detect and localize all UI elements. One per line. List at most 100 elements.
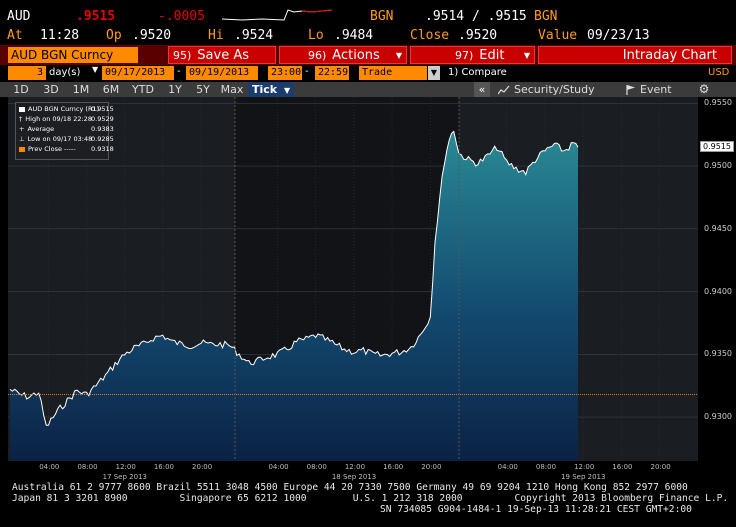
currency-label: USD bbox=[708, 67, 730, 78]
legend-prev-label: Prev Close ----- bbox=[28, 145, 76, 153]
collapse-button[interactable]: « bbox=[474, 82, 490, 97]
range-toolbar: 1D 3D 1M 6M YTD 1Y 5Y Max Tick ▼ « Security/Stu… bbox=[0, 82, 736, 97]
actions-dropdown-icon: ▼ bbox=[395, 51, 402, 60]
range-button-6m[interactable]: 6M bbox=[102, 83, 120, 96]
event-label: Event bbox=[640, 83, 672, 96]
time-separator: - bbox=[305, 66, 309, 77]
x-tick-label: 08:00 bbox=[535, 463, 557, 471]
x-tick-label: 04:00 bbox=[497, 463, 518, 471]
start-time-field[interactable]: 23:00 bbox=[268, 66, 302, 80]
edit-label: Edit bbox=[479, 48, 505, 63]
range-button-1y[interactable]: 1Y bbox=[168, 83, 182, 96]
save-as-label: Save As bbox=[197, 48, 250, 63]
x-day-label: 17 Sep 2013 bbox=[102, 473, 147, 481]
at-label: At bbox=[7, 28, 23, 43]
range-button-ytd[interactable]: YTD bbox=[132, 83, 154, 96]
legend-high-value: 0.9529 bbox=[91, 115, 114, 123]
high-marker-icon: † bbox=[19, 115, 23, 123]
market-dropdown-icon[interactable]: ▼ bbox=[428, 66, 440, 80]
price-line bbox=[9, 130, 579, 426]
x-tick-label: 16:00 bbox=[383, 463, 404, 471]
settings-gear-icon[interactable]: ⚙ bbox=[698, 82, 710, 96]
security-label: AUD bbox=[7, 9, 31, 24]
footer-line-2: Japan 81 3 3201 8900 Singapore 65 6212 1… bbox=[12, 492, 729, 504]
tick-dropdown[interactable]: Tick ▼ bbox=[248, 82, 294, 97]
quote-details: At 11:28 Op .9520 Hi .9524 Lo .9484 Clos… bbox=[0, 27, 736, 45]
x-tick-label: 20:00 bbox=[650, 463, 671, 471]
legend-high: † High on 09/18 22:28 0.9529 bbox=[19, 115, 114, 123]
range-button-max[interactable]: Max bbox=[220, 83, 244, 96]
x-tick-label: 20:00 bbox=[192, 463, 213, 471]
y-tick-label: 0.9350 bbox=[704, 349, 732, 359]
tick-label: Tick bbox=[252, 83, 278, 96]
actions-label: Actions bbox=[332, 48, 380, 63]
high-label: Hi bbox=[208, 28, 224, 43]
actions-number: 96) bbox=[308, 49, 327, 62]
study-chart-icon bbox=[497, 85, 510, 95]
x-day-label: 18 Sep 2013 bbox=[331, 473, 377, 481]
price-area bbox=[10, 131, 578, 461]
x-tick-label: 12:00 bbox=[574, 463, 595, 471]
intraday-chart[interactable] bbox=[8, 97, 698, 461]
x-tick-label: 08:00 bbox=[77, 463, 98, 471]
market-select[interactable]: Trade bbox=[359, 66, 427, 80]
average-marker-icon: + bbox=[19, 125, 25, 133]
edit-dropdown-icon: ▼ bbox=[523, 51, 530, 60]
low-value: .9484 bbox=[334, 28, 374, 43]
close-label: Close bbox=[410, 28, 450, 43]
y-tick-label: 0.9500 bbox=[704, 161, 732, 171]
close-value: .9520 bbox=[458, 28, 498, 43]
chart-legend[interactable]: AUD BGN Curncy (R1) 0.9515 † High on 09/1… bbox=[15, 102, 114, 160]
sparkline bbox=[222, 9, 332, 21]
event-button[interactable]: Event bbox=[626, 82, 686, 97]
security-study-label: Security/Study bbox=[514, 83, 595, 96]
legend-prev-close: Prev Close ----- 0.9318 bbox=[19, 145, 114, 153]
chart-parameters: 3 day(s) ▼ 09/17/2013 - 09/19/2013 23:00… bbox=[0, 65, 736, 82]
range-button-1d[interactable]: 1D bbox=[13, 83, 29, 96]
end-time-field[interactable]: 22:59 bbox=[315, 66, 349, 80]
legend-average-label: Average bbox=[27, 125, 55, 133]
start-date-field[interactable]: 09/17/2013 bbox=[102, 66, 174, 80]
y-tick-label: 0.9450 bbox=[704, 223, 732, 233]
x-tick-label: 16:00 bbox=[612, 463, 633, 471]
range-button-5y[interactable]: 5Y bbox=[196, 83, 210, 96]
legend-series-label: AUD BGN Curncy (R1) bbox=[28, 105, 100, 113]
y-tick-label: 0.9550 bbox=[704, 98, 732, 108]
date-separator: - bbox=[177, 66, 181, 77]
actions-button[interactable]: 96) Actions ▼ bbox=[279, 46, 407, 64]
price-change: -.0005 bbox=[158, 9, 205, 24]
last-price: .9515 bbox=[76, 9, 116, 24]
x-axis: 04:00 08:00 12:00 16:00 20:00 04:00 08:00 12:00… bbox=[8, 461, 698, 483]
y-tick-label: 0.9300 bbox=[704, 412, 732, 422]
edit-button[interactable]: 97) Edit ▼ bbox=[410, 46, 535, 64]
security-study-button[interactable]: Security/Study bbox=[497, 82, 608, 97]
ticker-field[interactable]: AUD BGN Curncy bbox=[8, 47, 138, 63]
legend-low-label: Low on 09/17 03:48 bbox=[27, 135, 93, 143]
quote-time: 11:28 bbox=[40, 28, 80, 43]
bid-ask: .9514 / .9515 bbox=[425, 9, 527, 24]
x-tick-label: 04:00 bbox=[39, 463, 60, 471]
x-tick-label: 12:00 bbox=[115, 463, 136, 471]
y-tick-label: 0.9400 bbox=[704, 286, 732, 296]
low-label: Lo bbox=[308, 28, 324, 43]
footer-line-3: SN 734085 G904-1484-1 19-Sep-13 11:28:21… bbox=[380, 503, 692, 515]
function-toolbar: AUD BGN Curncy 95) Save As 96) Actions ▼ 9… bbox=[0, 45, 736, 65]
legend-low: ⊥ Low on 09/17 03:48 0.9285 bbox=[19, 135, 114, 143]
compare-link[interactable]: 1) Compare bbox=[448, 67, 507, 78]
legend-prev-value: 0.9318 bbox=[91, 145, 114, 153]
legend-series: AUD BGN Curncy (R1) 0.9515 bbox=[19, 105, 114, 113]
value-label: Value bbox=[538, 28, 578, 43]
tick-dropdown-icon: ▼ bbox=[283, 86, 291, 95]
period-dropdown-icon[interactable]: ▼ bbox=[92, 65, 99, 74]
chart-title: Intraday Chart bbox=[538, 46, 732, 64]
legend-series-value: 0.9515 bbox=[91, 105, 114, 113]
end-date-field[interactable]: 09/19/2013 bbox=[186, 66, 258, 80]
high-value: .9524 bbox=[234, 28, 274, 43]
x-tick-label: 08:00 bbox=[306, 463, 327, 471]
range-button-1m[interactable]: 1M bbox=[72, 83, 90, 96]
period-value-field[interactable]: 3 bbox=[8, 66, 46, 80]
legend-average-value: 0.9383 bbox=[91, 125, 114, 133]
source-label: BGN bbox=[370, 9, 394, 24]
save-as-button[interactable]: 95) Save As bbox=[168, 46, 276, 64]
range-button-3d[interactable]: 3D bbox=[43, 83, 59, 96]
